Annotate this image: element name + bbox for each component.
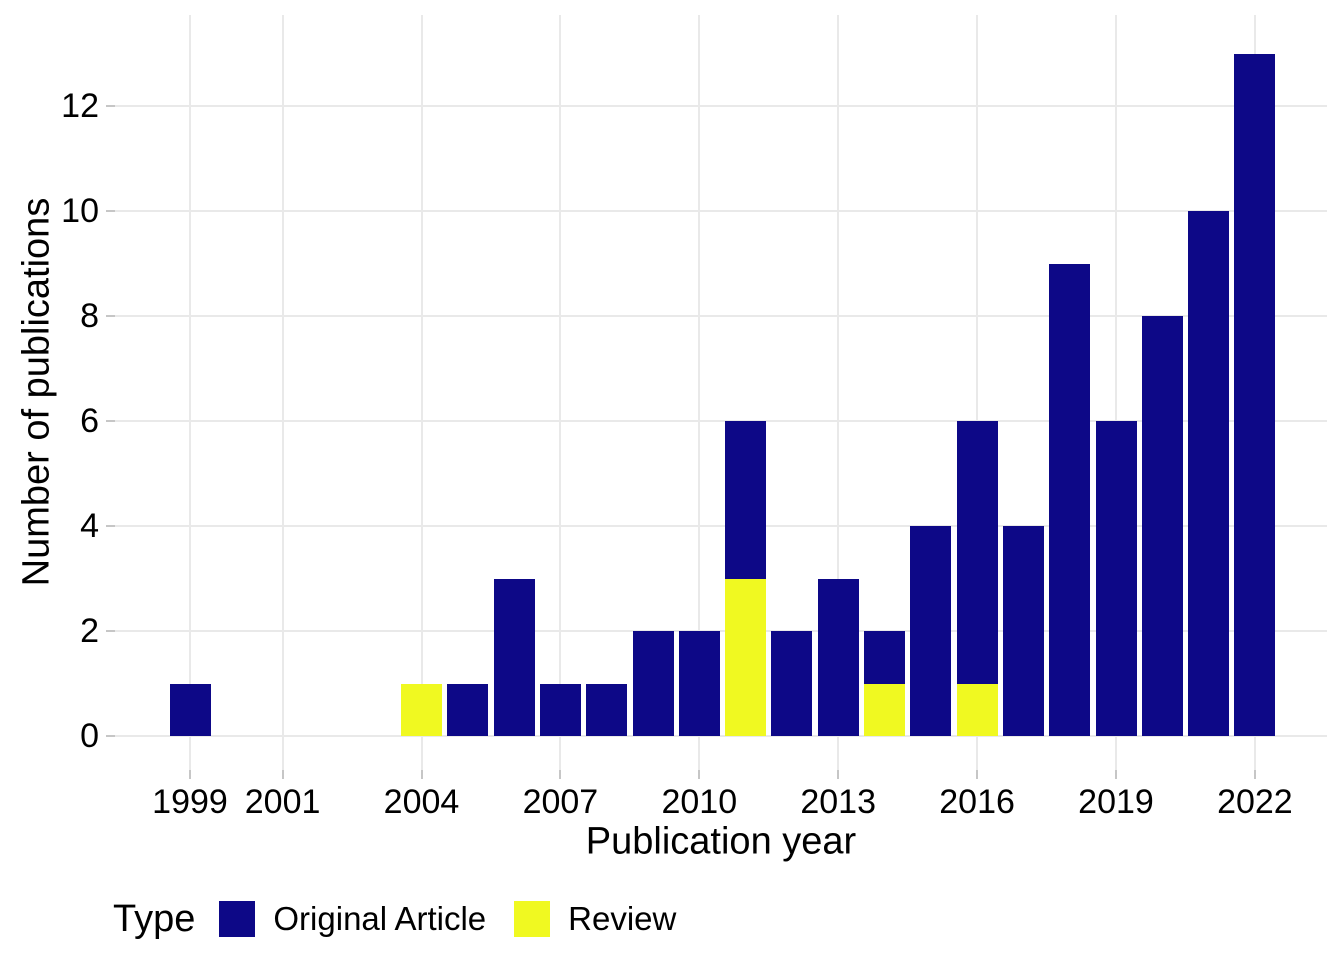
bar-2014-review <box>864 683 905 736</box>
x-tick-label: 2007 <box>522 783 599 821</box>
legend-label-original-article: Original Article <box>273 900 487 937</box>
y-tick-mark <box>106 105 115 107</box>
x-tick-mark <box>189 770 191 779</box>
h-gridline <box>115 420 1327 422</box>
v-gridline <box>420 15 423 770</box>
bar-2019-original-article <box>1095 421 1137 736</box>
y-tick-mark <box>106 210 115 212</box>
x-tick-label: 2013 <box>800 783 876 821</box>
bar-2006-original-article <box>493 578 535 736</box>
x-tick-label: 1999 <box>152 783 228 821</box>
x-tick-label: 2016 <box>939 783 1015 821</box>
h-gridline <box>115 210 1327 212</box>
legend-item-review: Review <box>514 900 676 938</box>
v-gridline <box>189 15 191 770</box>
y-tick-label: 10 <box>61 192 99 230</box>
y-tick-mark <box>106 315 115 317</box>
v-gridline <box>837 15 840 770</box>
x-tick-mark <box>559 770 562 779</box>
x-tick-label: 2001 <box>244 783 321 821</box>
bar-2014-original-article <box>864 631 905 684</box>
x-tick-mark <box>837 770 840 779</box>
x-tick-mark <box>1253 770 1256 779</box>
bar-2011-review <box>725 578 767 736</box>
x-tick-label: 2004 <box>383 783 460 821</box>
x-tick-mark <box>698 770 701 779</box>
bar-2007-original-article <box>539 683 581 736</box>
plot-panel <box>115 15 1327 770</box>
y-tick-label: 2 <box>80 612 99 650</box>
legend-swatch-original-article <box>219 901 256 937</box>
v-gridline <box>698 15 701 770</box>
v-gridline <box>976 15 979 770</box>
v-gridline <box>281 15 284 770</box>
bar-2004-review <box>401 683 442 736</box>
legend: Type Original Article Review <box>113 893 704 945</box>
bar-2016-review <box>956 683 998 736</box>
h-gridline <box>115 105 1327 107</box>
v-gridline <box>1115 15 1117 770</box>
y-tick-label: 0 <box>80 717 99 755</box>
x-axis-title: Publication year <box>585 820 857 863</box>
bar-2005-original-article <box>447 683 489 736</box>
bar-2013-original-article <box>817 578 859 736</box>
bar-2020-original-article <box>1141 316 1183 736</box>
bar-2021-original-article <box>1188 211 1230 736</box>
y-tick-mark <box>106 630 115 632</box>
y-tick-mark <box>106 525 115 527</box>
bar-2008-original-article <box>586 683 628 736</box>
x-tick-label: 2019 <box>1078 783 1154 821</box>
bar-2016-original-article <box>956 421 998 684</box>
y-tick-mark <box>106 420 115 422</box>
bar-2022-original-article <box>1234 53 1276 736</box>
h-gridline <box>115 315 1327 317</box>
y-tick-label: 6 <box>80 402 99 440</box>
x-tick-mark <box>420 770 423 779</box>
v-gridline <box>559 15 562 770</box>
h-gridline <box>115 630 1327 632</box>
x-tick-mark <box>281 770 284 779</box>
x-tick-mark <box>976 770 979 779</box>
bar-2018-original-article <box>1049 263 1091 736</box>
bar-2012-original-article <box>771 631 813 736</box>
y-tick-label: 8 <box>80 297 99 335</box>
bar-2017-original-article <box>1002 526 1044 736</box>
bar-1999-original-article <box>169 683 211 736</box>
y-tick-mark <box>106 735 115 737</box>
x-tick-mark <box>1115 770 1117 779</box>
x-tick-label: 2010 <box>661 783 738 821</box>
legend-item-original-article: Original Article <box>219 900 486 938</box>
h-gridline <box>115 735 1327 737</box>
x-tick-label: 2022 <box>1217 783 1293 821</box>
h-gridline <box>115 525 1327 527</box>
y-axis-title: Number of publications <box>15 197 58 587</box>
legend-swatch-review <box>514 901 551 937</box>
bar-2009-original-article <box>632 631 674 736</box>
bar-2015-original-article <box>910 526 952 736</box>
bar-2011-original-article <box>725 421 767 579</box>
y-tick-label: 12 <box>61 87 99 125</box>
legend-title: Type <box>113 897 196 940</box>
y-tick-label: 4 <box>80 507 99 545</box>
legend-label-review: Review <box>568 900 677 937</box>
bar-2010-original-article <box>678 631 720 736</box>
